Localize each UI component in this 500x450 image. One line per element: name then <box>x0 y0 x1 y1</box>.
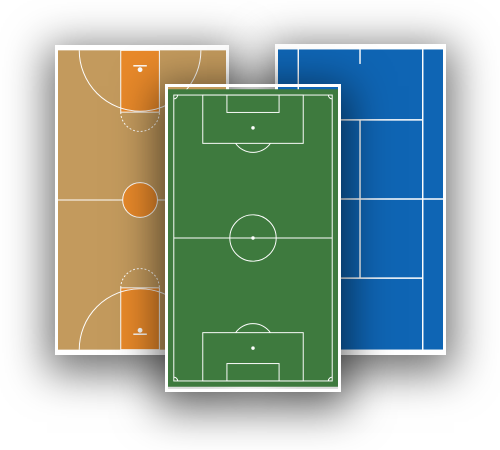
basketball-center-circle <box>122 182 158 218</box>
basketball-top-three-point-arc <box>78 50 202 112</box>
soccer-top-goal-area <box>226 94 280 113</box>
soccer-center-spot <box>251 236 255 240</box>
soccer-center-circle <box>229 214 277 262</box>
soccer-top-penalty-spot <box>251 126 255 130</box>
soccer-pitch-card <box>165 84 341 392</box>
soccer-pitch-graphic <box>168 89 338 387</box>
basketball-top-hoop <box>137 67 143 73</box>
soccer-top-penalty-arc <box>235 143 271 153</box>
soccer-bottom-goal-area <box>226 363 280 382</box>
basketball-top-key <box>120 49 160 113</box>
basketball-bottom-hoop <box>137 327 143 333</box>
soccer-corner-arc <box>173 376 179 382</box>
soccer-bottom-penalty-spot <box>251 346 255 350</box>
basketball-bottom-key <box>120 287 160 351</box>
soccer-bottom-penalty-arc <box>235 323 271 333</box>
soccer-corner-arc <box>327 94 333 100</box>
soccer-corner-arc <box>327 376 333 382</box>
soccer-corner-arc <box>173 94 179 100</box>
